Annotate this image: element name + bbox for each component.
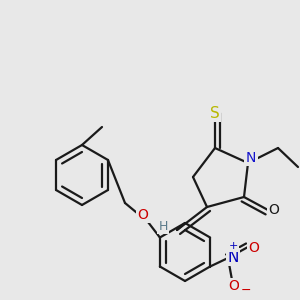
Text: O: O: [229, 279, 239, 293]
Text: O: O: [138, 208, 148, 222]
Text: S: S: [210, 106, 220, 121]
Text: H: H: [158, 220, 168, 232]
Text: N: N: [227, 250, 239, 265]
Text: O: O: [268, 203, 279, 217]
Text: +: +: [228, 241, 238, 251]
Text: N: N: [246, 151, 256, 165]
Text: O: O: [249, 241, 260, 255]
Text: −: −: [241, 284, 251, 296]
